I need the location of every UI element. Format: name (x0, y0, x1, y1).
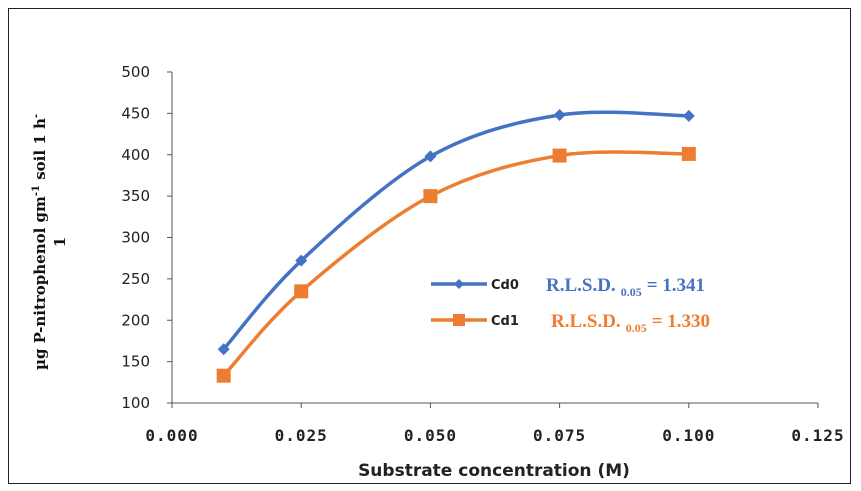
y-tick-label: 200 (121, 311, 150, 329)
legend-label-cd1: Cd1 (491, 314, 519, 329)
y-tick-label: 450 (121, 104, 150, 122)
rlsd-cd0-sub: 0.05 (621, 285, 642, 299)
x-tick-labels: 0.000 0.025 0.050 0.075 0.100 0.125 (145, 403, 844, 445)
rlsd-cd0-suffix: = 1.341 (647, 275, 705, 296)
data-point-cd0 (682, 109, 695, 122)
y-tick-label: 350 (121, 187, 150, 205)
series-group (216, 109, 696, 383)
data-point-cd0 (217, 343, 230, 356)
y-axis-title-main: µg P-nitrophenol gm (31, 196, 49, 370)
data-point-cd1 (216, 368, 231, 383)
x-tick-label: 0.075 (533, 426, 586, 445)
rlsd-cd1-prefix: R.L.S.D. (551, 311, 621, 332)
y-tick-label: 250 (121, 270, 150, 288)
rlsd-annotation-cd0: R.L.S.D. 0.05 = 1.341 (546, 275, 705, 299)
data-point-cd0 (295, 254, 308, 267)
y-tick-label: 400 (121, 146, 150, 164)
x-tick-label: 0.000 (145, 426, 198, 445)
y-axis-title: µg P-nitrophenol gm-1 soil 1 h- 1 (31, 114, 69, 370)
legend: Cd0 Cd1 (431, 278, 519, 329)
y-axis-title-wrap: 1 (51, 237, 69, 247)
x-tick-label: 0.050 (404, 426, 457, 445)
x-tick-label: 0.125 (791, 426, 844, 445)
data-point-cd1 (294, 284, 309, 299)
chart-frame (8, 8, 851, 484)
y-tick-labels: 100 150 200 250 300 350 400 450 500 (121, 63, 172, 412)
x-tick-label: 0.025 (275, 426, 328, 445)
series-line-cd1 (222, 150, 689, 377)
svg-text:µg P-nitrophenol gm-1 soil 1 h: µg P-nitrophenol gm-1 soil 1 h- (31, 114, 49, 370)
data-point-cd1 (681, 146, 696, 161)
legend-marker-cd1 (453, 314, 465, 326)
rlsd-annotation-cd1: R.L.S.D. 0.05 = 1.330 (551, 311, 710, 335)
x-tick-label: 0.100 (662, 426, 715, 445)
legend-marker-cd0 (454, 279, 464, 289)
data-point-cd0 (553, 109, 566, 122)
data-point-cd0 (424, 150, 437, 163)
legend-label-cd0: Cd0 (491, 278, 519, 293)
y-axis-title-sup2: - (31, 114, 42, 118)
y-axis-title-mid: soil 1 h (31, 118, 49, 185)
rlsd-cd1-sub: 0.05 (626, 321, 647, 335)
rlsd-cd0-prefix: R.L.S.D. (546, 275, 616, 296)
data-point-cd1 (552, 148, 567, 163)
y-axis-title-sup1: -1 (31, 185, 42, 196)
y-tick-label: 150 (121, 353, 150, 371)
data-point-cd1 (423, 189, 438, 204)
y-tick-label: 300 (121, 229, 150, 247)
y-tick-label: 100 (121, 394, 150, 412)
y-tick-label: 500 (121, 63, 150, 81)
rlsd-cd1-suffix: = 1.330 (652, 311, 710, 332)
x-axis-title: Substrate concentration (M) (358, 461, 630, 481)
